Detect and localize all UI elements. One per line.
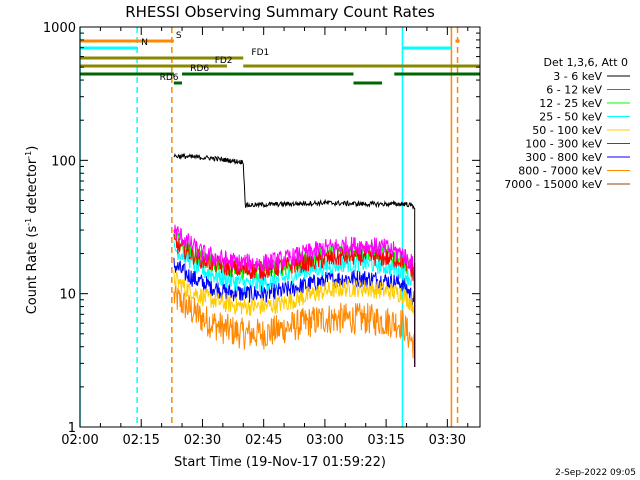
y-tick-label: 10 — [59, 288, 76, 303]
flag-rd6-5: RD6 — [80, 64, 480, 76]
x-tick-label: 03:15 — [367, 433, 404, 448]
series-line-5 — [173, 270, 416, 367]
flag-label: FD2 — [215, 56, 233, 66]
flag-label: FD1 — [251, 48, 269, 58]
x-tick-label: 02:45 — [245, 433, 282, 448]
legend-entry-9: 7000 - 15000 keV — [504, 178, 602, 191]
series-line-2 — [173, 224, 416, 367]
flag-label: N — [141, 38, 148, 48]
flag-fd2-4: FD2 — [80, 56, 480, 68]
x-tick-label: 02:30 — [184, 433, 221, 448]
legend-entry-4: 25 - 50 keV — [539, 111, 602, 124]
y-tick-label: 1 — [68, 421, 76, 436]
flag-n-2: N — [80, 38, 452, 50]
y-axis-ticks: 1 10 100 1000 — [43, 21, 480, 436]
y-tick-label: 100 — [51, 154, 76, 169]
x-tick-label: 02:00 — [61, 433, 98, 448]
flag-rd6-6: RD6 — [160, 73, 383, 85]
series-line-8 — [173, 282, 416, 367]
flag-s-1: S — [80, 31, 460, 43]
flag-bars: S N FD1 FD2 RD6 RD6 — [80, 31, 480, 85]
legend-title: Det 1,3,6, Att 0 — [544, 56, 628, 69]
y-axis-label: Count Rate (s-1 detector-1) — [24, 146, 40, 315]
y-label-part-2: detector — [25, 158, 40, 218]
y-label-sup-1: -1 — [24, 218, 33, 226]
flag-label: S — [176, 31, 182, 41]
x-tick-label: 03:30 — [429, 433, 466, 448]
x-axis-ticks: 02:00 02:15 02:30 02:45 03:00 03:15 03:30 — [61, 27, 469, 448]
legend-entry-8: 800 - 7000 keV — [518, 165, 602, 178]
series-line-7 — [173, 257, 416, 367]
chart-title: RHESSI Observing Summary Count Rates — [125, 3, 435, 21]
x-axis-label: Start Time (19-Nov-17 01:59:22) — [174, 455, 386, 470]
y-label-part-1: Count Rate (s — [25, 226, 40, 315]
y-label-sup-2: -1 — [24, 151, 33, 159]
flag-fd1-3: FD1 — [80, 48, 269, 60]
legend-entry-5: 50 - 100 keV — [532, 124, 602, 137]
legend-entry-2: 6 - 12 keV — [546, 84, 602, 97]
x-tick-label: 03:00 — [306, 433, 343, 448]
flag-label: RD6 — [160, 73, 179, 83]
data-series — [173, 152, 416, 367]
legend-entry-3: 12 - 25 keV — [539, 97, 602, 110]
y-label-part-3: ) — [25, 146, 40, 151]
legend-entry-1: 3 - 6 keV — [553, 70, 602, 83]
series-line-1 — [173, 152, 416, 367]
y-tick-label: 1000 — [43, 21, 76, 36]
legend-entry-6: 100 - 300 keV — [525, 138, 602, 151]
timestamp: 2-Sep-2022 09:05 — [555, 468, 636, 478]
legend-entry-7: 300 - 800 keV — [525, 151, 602, 164]
flag-label: RD6 — [190, 64, 209, 74]
plot-frame — [79, 26, 481, 428]
x-tick-label: 02:15 — [122, 433, 159, 448]
